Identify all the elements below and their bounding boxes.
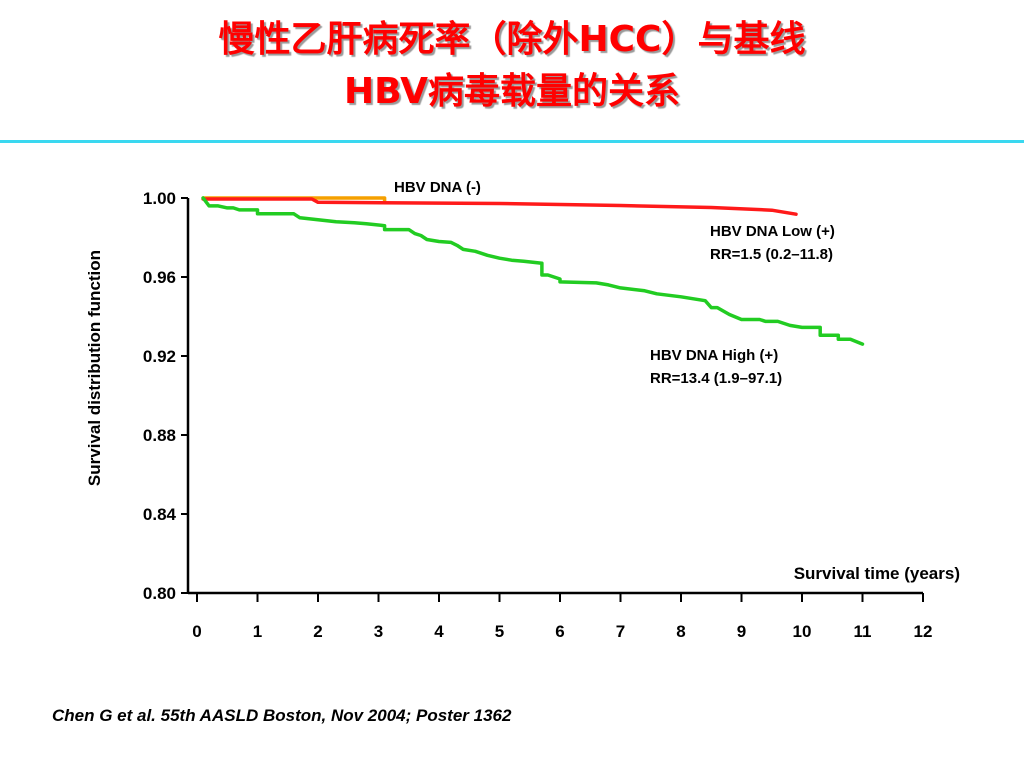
annotation-high-rr: RR=13.4 (1.9–97.1) xyxy=(650,370,782,387)
y-tick-label: 0.88 xyxy=(143,426,176,445)
y-tick-label: 1.00 xyxy=(143,189,176,208)
x-tick-label: 0 xyxy=(192,622,201,641)
slide-title: 慢性乙肝病死率（除外HCC）与基线 HBV病毒载量的关系 xyxy=(0,14,1024,118)
title-divider xyxy=(0,140,1024,143)
x-tick-label: 11 xyxy=(854,622,872,641)
y-tick-label: 0.92 xyxy=(143,347,176,366)
series-line-1 xyxy=(201,197,798,216)
x-tick-label: 4 xyxy=(434,622,444,641)
series-group xyxy=(201,196,865,346)
y-tick-label: 0.96 xyxy=(143,268,176,287)
slide-title-line2: HBV病毒载量的关系 xyxy=(344,71,680,112)
x-tick-label: 3 xyxy=(374,622,383,641)
annotation-low-rr: RR=1.5 (0.2–11.8) xyxy=(710,246,833,263)
x-tick-label: 7 xyxy=(616,622,625,641)
x-tick-label: 12 xyxy=(914,622,933,641)
x-tick-label: 2 xyxy=(313,622,322,641)
x-tick-label: 9 xyxy=(737,622,746,641)
y-tick-label: 0.84 xyxy=(143,505,177,524)
x-axis-label: Survival time (years) xyxy=(794,564,960,583)
annotation-neg-label: HBV DNA (-) xyxy=(394,179,481,196)
ticks-group: 1.000.960.920.880.840.800 1 2 3 4 5 6 7 8 9 10 11 12 xyxy=(143,189,933,641)
series-line-2 xyxy=(201,196,865,346)
citation: Chen G et al. 55th AASLD Boston, Nov 200… xyxy=(52,706,512,725)
annotation-high-label: HBV DNA High (+) xyxy=(650,347,778,364)
x-tick-label: 8 xyxy=(676,622,685,641)
y-axis-label: Survival distribution function xyxy=(85,250,104,486)
x-tick-label: 6 xyxy=(555,622,564,641)
axes-group xyxy=(186,198,923,595)
x-tick-label: 10 xyxy=(793,622,812,641)
annotation-low-label: HBV DNA Low (+) xyxy=(710,223,835,240)
y-tick-label: 0.80 xyxy=(143,584,176,603)
slide-title-line1: 慢性乙肝病死率（除外HCC）与基线 xyxy=(218,19,806,60)
x-tick-label: 1 xyxy=(253,622,262,641)
survival-chart: 1.000.960.920.880.840.800 1 2 3 4 5 6 7 8 9 10 11 12… xyxy=(85,179,960,641)
x-tick-label: 5 xyxy=(495,622,504,641)
